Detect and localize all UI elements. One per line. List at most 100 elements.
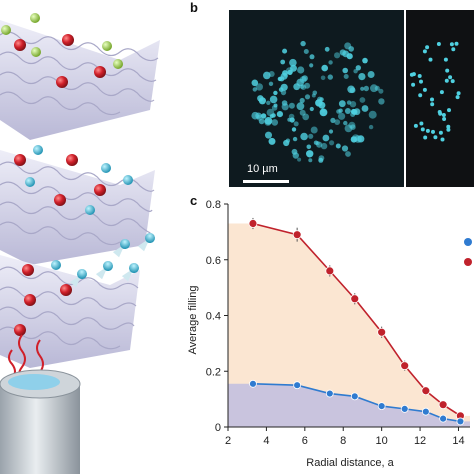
low-filling-area: [228, 383, 470, 427]
fluorescence-dot: [268, 81, 274, 87]
lattice-illustration: [0, 13, 160, 474]
fluorescence-dot: [263, 71, 271, 80]
legend-marker-low: [464, 238, 472, 246]
fluorescence-dot: [359, 97, 366, 103]
reconstructed-dot: [420, 127, 425, 132]
fluorescence-dot: [345, 151, 351, 157]
high-series-point: [377, 327, 387, 337]
fluorescence-dot: [291, 127, 297, 132]
atoms-middle-layer: [14, 145, 133, 215]
fluorescence-dot: [292, 136, 298, 142]
reconstructed-dot: [430, 102, 435, 107]
fluorescence-dot: [309, 63, 314, 68]
reconstructed-dot: [436, 42, 441, 46]
fluorescence-dot: [335, 143, 341, 149]
fluorescence-dot: [266, 100, 271, 106]
fluorescence-dot: [258, 118, 265, 125]
fluorescence-dot: [368, 124, 374, 130]
high-series-point: [400, 361, 410, 371]
lattice-sheet-bottom: [0, 255, 140, 368]
fluorescence-dot: [293, 121, 299, 127]
fluorescence-dot: [350, 136, 358, 143]
fluorescence-dot: [309, 106, 314, 112]
reconstructed-dot: [413, 123, 418, 128]
fluorescence-dot: [296, 102, 305, 111]
fluorescence-dot: [367, 71, 375, 78]
reconstructed-dot: [438, 111, 443, 116]
x-tick-label: 10: [376, 435, 388, 447]
fluorescence-dot: [330, 117, 336, 123]
fluorescence-dot: [328, 129, 334, 134]
high-series-point: [248, 219, 258, 228]
y-tick-label: 0: [215, 422, 221, 434]
fluorescence-dot: [322, 134, 330, 142]
fluorescence-dot: [306, 144, 312, 150]
reconstructed-dot: [418, 93, 423, 98]
fluorescence-dot: [273, 90, 278, 96]
scale-bar: [243, 180, 289, 183]
fluorescence-dot: [368, 110, 377, 119]
fluorescence-dot: [304, 94, 311, 100]
fluorescence-dot: [280, 59, 286, 65]
reconstructed-dot: [425, 128, 430, 133]
reconstructed-dot: [428, 57, 433, 62]
panel-label-b: b: [190, 0, 198, 15]
low-series-point: [421, 407, 430, 416]
reconstructed-dot: [425, 45, 430, 50]
fluorescence-dot: [360, 86, 365, 91]
fluorescence-dot: [289, 58, 297, 67]
fluorescence-dot: [346, 100, 352, 105]
reconstructed-dot: [442, 117, 447, 121]
y-tick-label: 0.2: [206, 366, 221, 378]
fluorescence-dot: [309, 54, 315, 60]
fluorescence-dot: [320, 142, 328, 150]
fluorescence-dot: [362, 57, 368, 64]
fluorescence-dot: [252, 87, 257, 92]
low-series-point: [325, 389, 334, 398]
high-series-point: [421, 386, 431, 396]
fluorescence-dot: [269, 95, 278, 104]
fluorescence-dot: [285, 67, 294, 75]
x-tick-label: 6: [302, 435, 308, 447]
reconstructed-dot: [433, 135, 438, 140]
fluorescence-dot: [341, 145, 349, 152]
reconstructed-dot: [411, 72, 416, 77]
reconstructed-occupation-image: [406, 10, 474, 187]
reconstructed-dots: [409, 41, 461, 142]
fluorescence-dot: [338, 100, 346, 108]
fluorescence-dot: [264, 117, 273, 125]
fluorescence-dot: [320, 75, 326, 81]
reconstructed-dot: [454, 41, 459, 46]
fluorescence-dot: [321, 64, 328, 72]
fluorescence-dot: [302, 113, 310, 121]
fluorescence-dot: [277, 76, 283, 82]
fluorescence-dot: [348, 121, 356, 129]
chart-series: [248, 217, 472, 426]
fluorescence-dot: [363, 85, 369, 92]
fluorescence-dot: [338, 112, 346, 120]
x-axis-label: Radial distance, a: [306, 457, 394, 469]
reconstructed-dot: [451, 47, 456, 52]
fluorescence-dot: [300, 132, 308, 141]
fluorescence-dot: [343, 74, 349, 79]
fluorescence-dot: [269, 114, 274, 119]
fluorescence-dot: [271, 119, 279, 126]
fluorescence-image: [229, 10, 404, 187]
fluorescence-dot: [299, 97, 305, 104]
fluorescence-dot: [378, 88, 384, 94]
fluorescence-dot: [319, 97, 324, 102]
fluorescence-dot: [378, 98, 385, 105]
fluorescence-dot: [357, 135, 365, 143]
fluorescence-dot: [260, 113, 267, 119]
low-series-point: [249, 379, 257, 388]
fluorescence-dot: [355, 65, 361, 71]
reconstructed-dot: [440, 137, 445, 142]
reconstructed-dot: [455, 95, 460, 100]
high-series-point: [325, 266, 335, 276]
fluorescence-dot: [282, 48, 288, 54]
fluorescence-dot: [257, 95, 264, 102]
fluorescence-dot: [251, 111, 259, 120]
chart-fills: [228, 223, 470, 427]
atoms-top-layer: [1, 13, 123, 88]
scale-bar-label: 10 µm: [247, 163, 278, 175]
